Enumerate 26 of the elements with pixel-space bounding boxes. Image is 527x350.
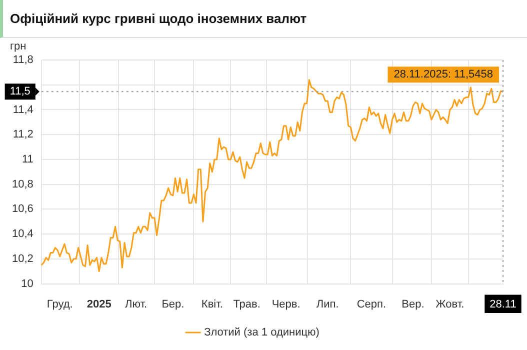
ref-line-label: 11,5 bbox=[10, 86, 30, 98]
x-tick-label: Черв. bbox=[272, 298, 300, 310]
x-tick-label: Груд. bbox=[46, 298, 73, 310]
y-axis-title: грн bbox=[10, 40, 26, 53]
y-tick-label: 10,4 bbox=[12, 228, 34, 240]
x-tick-label: Бер. bbox=[162, 298, 184, 310]
x-tick-label: Жовт. bbox=[436, 298, 464, 310]
x-tick-label: Квіт. bbox=[201, 298, 223, 310]
y-tick-label: 10,6 bbox=[12, 203, 34, 216]
x-tick-label: 28.11 bbox=[490, 298, 516, 310]
y-tick-label: 11,4 bbox=[12, 104, 34, 116]
x-tick-label: Вер. bbox=[402, 298, 424, 310]
y-tick-label: 11 bbox=[22, 154, 34, 166]
y-tick-label: 11,8 bbox=[12, 54, 34, 66]
x-tick-label: 2025 bbox=[86, 298, 112, 310]
y-tick-label: 10 bbox=[21, 278, 34, 290]
y-tick-label: 10,2 bbox=[12, 252, 34, 265]
x-tick-label: Серп. bbox=[356, 298, 386, 310]
legend-label: Злотий (за 1 одиницю) bbox=[204, 326, 320, 339]
x-tick-label: Лют. bbox=[124, 298, 148, 310]
x-tick-label: Трав. bbox=[233, 298, 260, 310]
annotation: 28.11.2025: 11,5458 bbox=[394, 68, 493, 81]
x-tick-label: Лип. bbox=[316, 298, 339, 310]
chart-title: Офіційний курс гривні щодо іноземних валют bbox=[0, 0, 527, 38]
y-tick-label: 11,2 bbox=[12, 128, 34, 141]
y-tick-label: 10,8 bbox=[12, 178, 34, 190]
